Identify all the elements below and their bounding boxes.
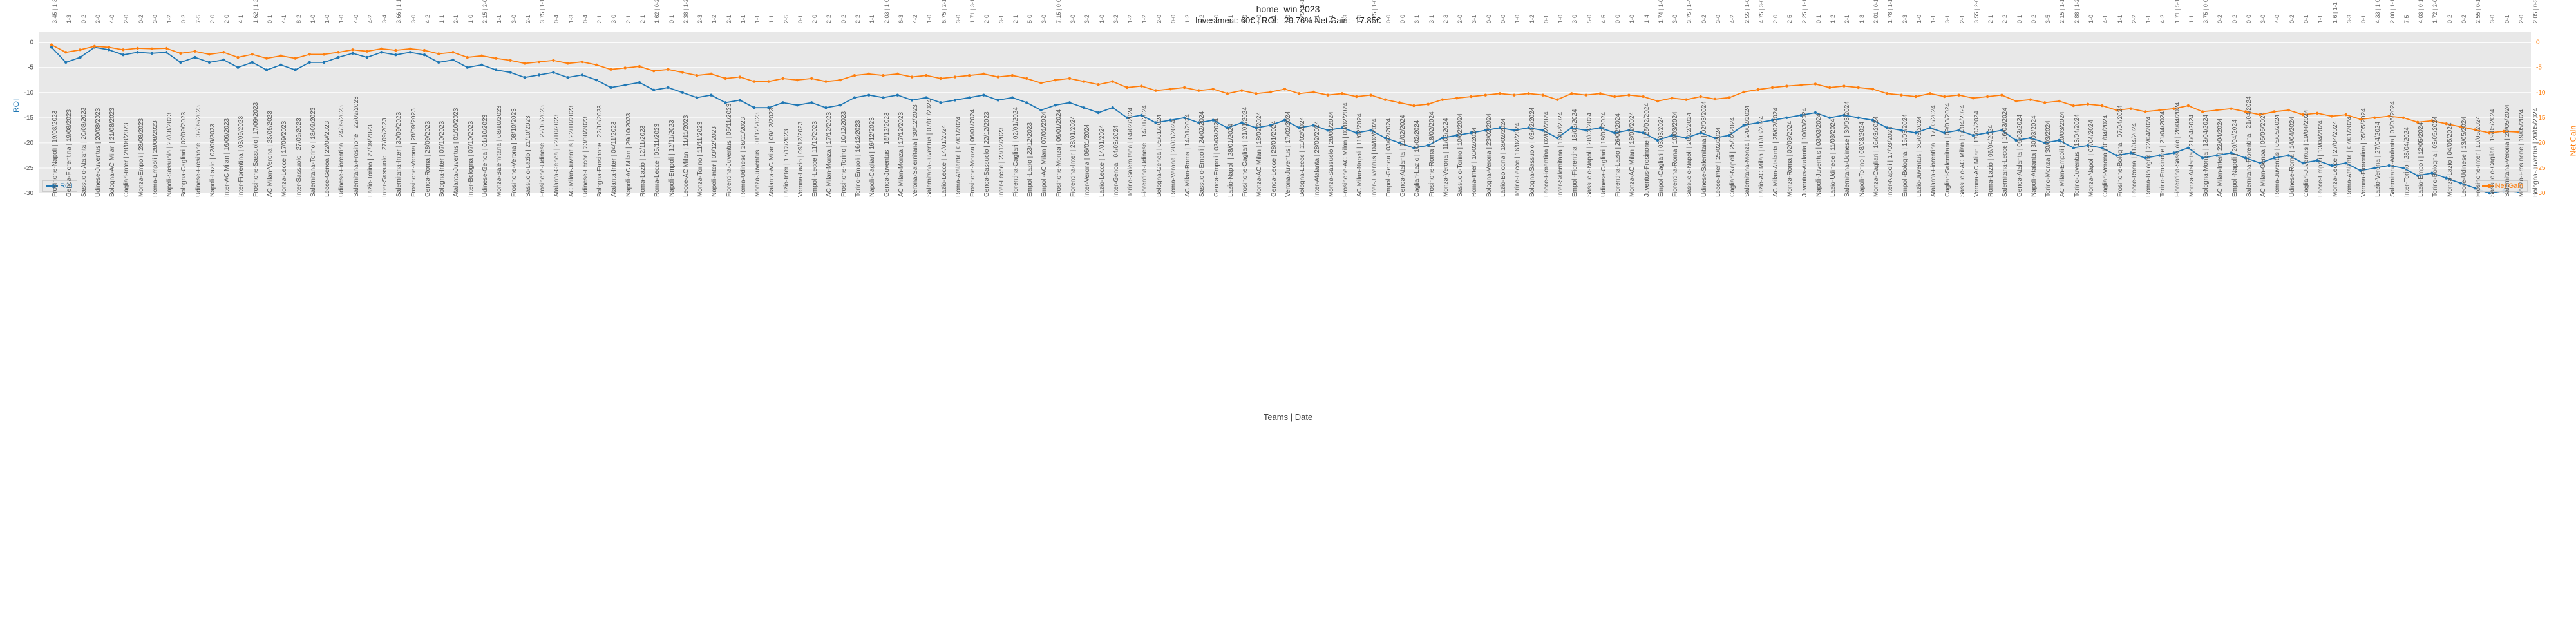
svg-text:-5: -5 [28,64,33,71]
svg-text:0: 0 [30,39,33,46]
x-axis-labels: Frosinone-Napoli | 19/08/2023Genoa-Fiore… [39,197,2531,390]
svg-text:-15: -15 [24,115,34,122]
svg-text:-30: -30 [24,190,34,197]
svg-text:-10: -10 [2536,90,2546,97]
y-axis-right-label: Net Gain [2568,126,2576,156]
chart-title: home_win 2023 [0,4,2576,14]
svg-text:-10: -10 [24,90,34,97]
svg-text:-20: -20 [24,140,34,147]
x-axis-title: Teams | Date [0,412,2576,422]
svg-text:-25: -25 [24,165,34,172]
y-axis-left-label: ROI [12,99,21,113]
svg-text:-5: -5 [2536,64,2542,71]
svg-text:0: 0 [2536,39,2540,46]
